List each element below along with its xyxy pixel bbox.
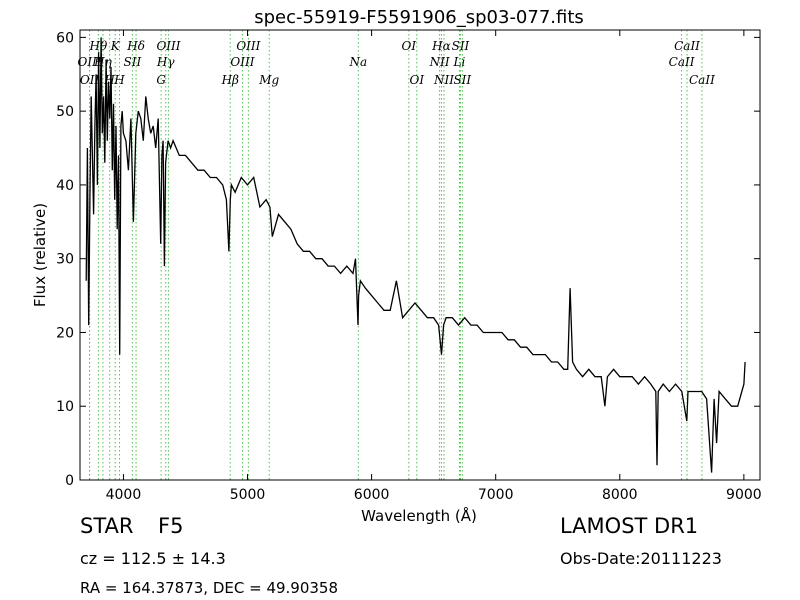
y-tick-label: 60	[56, 30, 74, 46]
spectral-line-label: CaII	[674, 39, 700, 53]
spectral-line-label: OIII	[236, 39, 260, 53]
survey-name: LAMOST DR1	[560, 514, 699, 538]
spectrum-line	[85, 37, 746, 473]
spectral-line-label: H	[113, 73, 125, 87]
x-tick-label: 9000	[726, 487, 762, 503]
chart-title: spec-55919-F5591906_sp03-077.fits	[254, 7, 584, 28]
spectral-line-label: SII	[124, 55, 142, 69]
spectral-line-label: CaII	[689, 73, 715, 87]
spectral-line-label: CaII	[669, 55, 695, 69]
x-tick-label: 8000	[602, 487, 638, 503]
spectral-line-label: Hθ	[89, 39, 108, 53]
y-tick-label: 0	[65, 473, 74, 489]
redshift-cz: cz = 112.5 ± 14.3	[80, 549, 226, 568]
observation-date: Obs-Date:20111223	[560, 549, 722, 568]
spectral-line-markers	[89, 30, 703, 480]
x-axis-label: Wavelength (Å)	[361, 506, 477, 525]
plot-frame	[79, 29, 761, 481]
spectral-line-label: OIII	[230, 55, 254, 69]
x-tick-label: 4000	[106, 487, 142, 503]
y-tick-label: 30	[56, 252, 74, 268]
spectral-line-label: Li	[453, 55, 466, 69]
sky-coordinates: RA = 164.37873, DEC = 49.90358	[80, 579, 339, 597]
x-tick-label: 7000	[478, 487, 514, 503]
spectral-line-label: Na	[349, 55, 368, 69]
spectral-line-label: OIII	[156, 39, 180, 53]
spectral-line-label: OI	[402, 39, 417, 53]
y-tick-label: 10	[56, 399, 74, 415]
x-axis-ticks: 4000 5000 6000 7000 8000 9000	[106, 30, 762, 503]
spectral-line-label: NII	[429, 55, 450, 69]
y-tick-label: 50	[56, 104, 74, 120]
object-subclass: F5	[158, 514, 184, 538]
spectral-line-label: SII	[453, 73, 471, 87]
spectral-line-label: Hδ	[126, 39, 145, 53]
spectral-line-label: SII	[452, 39, 470, 53]
y-tick-label: 20	[56, 325, 74, 341]
x-tick-label: 5000	[230, 487, 266, 503]
spectral-line-label: Hη	[93, 55, 112, 69]
y-tick-label: 40	[56, 178, 74, 194]
spectral-line-label: OI	[409, 73, 424, 87]
x-tick-label: 6000	[354, 487, 390, 503]
object-class: STAR	[80, 514, 134, 538]
spectral-line-label: Hγ	[156, 55, 175, 69]
spectral-line-label: Hα	[431, 39, 451, 53]
spectral-line-label: Mg	[258, 73, 279, 87]
spectral-line-label: K	[110, 39, 121, 53]
spectral-line-label: OII	[80, 73, 100, 87]
spectral-line-label: OIII	[78, 55, 102, 69]
y-axis-ticks: 0 10 20 30 40 50 60	[56, 30, 760, 489]
spectral-line-label: Hβ	[221, 73, 239, 87]
y-axis-label: Flux (relative)	[31, 203, 49, 307]
spectral-line-label: G	[156, 73, 166, 87]
spectral-line-label: NII	[433, 73, 454, 87]
